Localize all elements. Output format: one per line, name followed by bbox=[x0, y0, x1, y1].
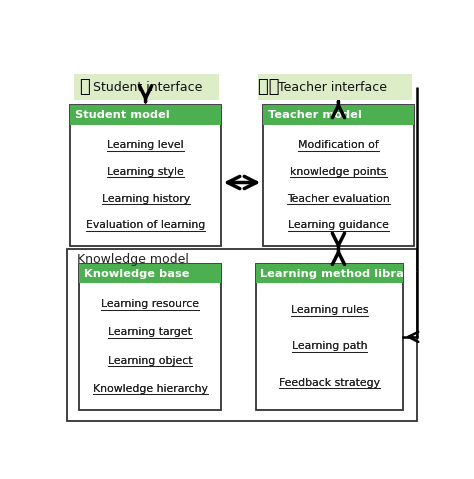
Text: Learning resource: Learning resource bbox=[101, 299, 199, 309]
Text: Learning path: Learning path bbox=[292, 342, 367, 352]
Text: Learning level: Learning level bbox=[107, 140, 184, 150]
Text: knowledge points: knowledge points bbox=[290, 167, 387, 177]
FancyBboxPatch shape bbox=[256, 264, 403, 410]
FancyBboxPatch shape bbox=[66, 249, 418, 421]
FancyBboxPatch shape bbox=[74, 74, 219, 100]
Text: Learning history: Learning history bbox=[101, 194, 190, 204]
Text: Learning resource: Learning resource bbox=[101, 299, 199, 309]
Text: Learning object: Learning object bbox=[108, 355, 192, 365]
FancyBboxPatch shape bbox=[70, 105, 221, 246]
Text: Learning level: Learning level bbox=[107, 140, 184, 150]
Text: Student model: Student model bbox=[75, 110, 169, 120]
Text: Learning history: Learning history bbox=[101, 194, 190, 204]
Text: Learning rules: Learning rules bbox=[291, 305, 368, 315]
Text: Learning guidance: Learning guidance bbox=[288, 220, 389, 230]
Text: Modification of: Modification of bbox=[298, 140, 379, 150]
Text: Evaluation of learning: Evaluation of learning bbox=[86, 220, 205, 230]
FancyBboxPatch shape bbox=[256, 264, 403, 283]
FancyBboxPatch shape bbox=[80, 264, 221, 283]
FancyBboxPatch shape bbox=[70, 105, 221, 125]
FancyBboxPatch shape bbox=[80, 264, 221, 410]
FancyBboxPatch shape bbox=[258, 74, 411, 100]
Text: Knowledge base: Knowledge base bbox=[84, 269, 189, 279]
Text: Feedback strategy: Feedback strategy bbox=[279, 377, 380, 388]
Text: Learning path: Learning path bbox=[292, 342, 367, 352]
FancyBboxPatch shape bbox=[263, 105, 414, 246]
FancyBboxPatch shape bbox=[263, 105, 414, 125]
Text: Learning style: Learning style bbox=[107, 167, 184, 177]
Text: Evaluation of learning: Evaluation of learning bbox=[86, 220, 205, 230]
Text: Teacher model: Teacher model bbox=[267, 110, 361, 120]
Text: Teacher evaluation: Teacher evaluation bbox=[287, 194, 390, 204]
Text: Learning style: Learning style bbox=[107, 167, 184, 177]
Text: Learning method library: Learning method library bbox=[260, 269, 417, 279]
Text: Learning object: Learning object bbox=[108, 355, 192, 365]
Text: Learning target: Learning target bbox=[108, 328, 192, 337]
Text: Modification of: Modification of bbox=[298, 140, 379, 150]
Text: Teacher interface: Teacher interface bbox=[278, 81, 387, 94]
Text: 👩‍🏫: 👩‍🏫 bbox=[258, 79, 279, 96]
Text: Learning rules: Learning rules bbox=[291, 305, 368, 315]
Text: Knowledge hierarchy: Knowledge hierarchy bbox=[93, 384, 208, 394]
Text: knowledge points: knowledge points bbox=[290, 167, 387, 177]
Text: Feedback strategy: Feedback strategy bbox=[279, 377, 380, 388]
Text: Student interface: Student interface bbox=[93, 81, 202, 94]
Text: Knowledge hierarchy: Knowledge hierarchy bbox=[93, 384, 208, 394]
Text: Learning guidance: Learning guidance bbox=[288, 220, 389, 230]
Text: Knowledge model: Knowledge model bbox=[77, 253, 189, 266]
Text: 🧒: 🧒 bbox=[79, 79, 90, 96]
Text: Teacher evaluation: Teacher evaluation bbox=[287, 194, 390, 204]
Text: Learning target: Learning target bbox=[108, 328, 192, 337]
